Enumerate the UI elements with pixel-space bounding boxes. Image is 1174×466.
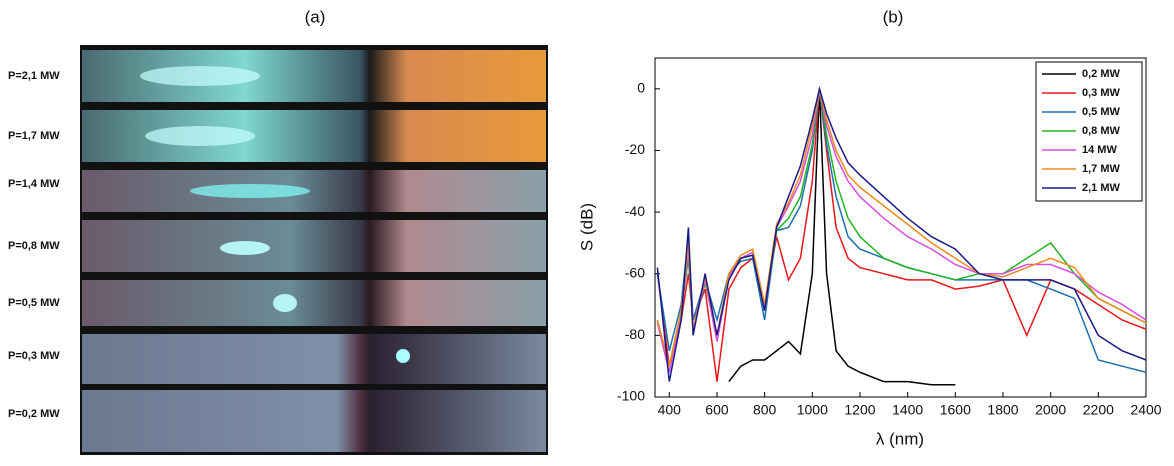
y-tick-label: -20 [625, 141, 645, 157]
plot-frame [654, 57, 1147, 398]
power-label: P=0,5 MW [8, 297, 60, 309]
x-tick-label: 400 [658, 402, 682, 418]
legend-label: 2,1 MW [1082, 182, 1121, 194]
spectrum-line [728, 88, 956, 386]
photo-panel [80, 45, 548, 455]
x-tick-label: 1600 [940, 402, 971, 418]
legend-label: 0,2 MW [1082, 68, 1121, 80]
x-tick-label: 1800 [987, 402, 1018, 418]
legend-label: 1,7 MW [1082, 163, 1121, 175]
photo [82, 334, 546, 384]
x-tick-label: 2000 [1035, 402, 1066, 418]
photo [82, 280, 546, 326]
y-axis-label: S (dB) [577, 203, 596, 251]
x-tick-label: 1200 [844, 402, 875, 418]
chart-title: (b) [883, 7, 904, 26]
y-tick-label: -100 [617, 388, 645, 404]
y-tick-label: -60 [625, 264, 645, 280]
spectrum-line [656, 85, 1147, 382]
glow [140, 66, 260, 86]
power-label: P=0,3 MW [8, 350, 60, 362]
glow [145, 126, 255, 146]
x-tick-label: 1000 [797, 402, 828, 418]
photo [82, 220, 546, 272]
x-tick-label: 600 [705, 402, 729, 418]
power-label: P=0,2 MW [8, 408, 60, 420]
y-tick-label: 0 [637, 80, 645, 96]
panel-title: (a) [305, 7, 326, 26]
glow [396, 349, 410, 363]
x-tick-label: 2200 [1083, 402, 1114, 418]
glow [190, 184, 310, 198]
x-tick-label: 2400 [1130, 402, 1161, 418]
photo [82, 390, 546, 452]
y-tick-label: -40 [625, 203, 645, 219]
power-label: P=2,1 MW [8, 70, 60, 82]
glow [220, 241, 270, 255]
x-axis-label: λ (nm) [876, 429, 924, 448]
photo [82, 170, 546, 212]
x-tick-label: 800 [753, 402, 777, 418]
power-label: P=1,4 MW [8, 178, 60, 190]
legend-label: 0,5 MW [1082, 106, 1121, 118]
x-tick-label: 1400 [892, 402, 923, 418]
glow [273, 294, 297, 312]
legend-label: 0,8 MW [1082, 125, 1121, 137]
legend-label: 0,3 MW [1082, 87, 1121, 99]
power-label: P=1,7 MW [8, 130, 60, 142]
legend-label: 14 MW [1082, 144, 1117, 156]
power-label: P=0,8 MW [8, 240, 60, 252]
y-tick-label: -80 [625, 326, 645, 342]
